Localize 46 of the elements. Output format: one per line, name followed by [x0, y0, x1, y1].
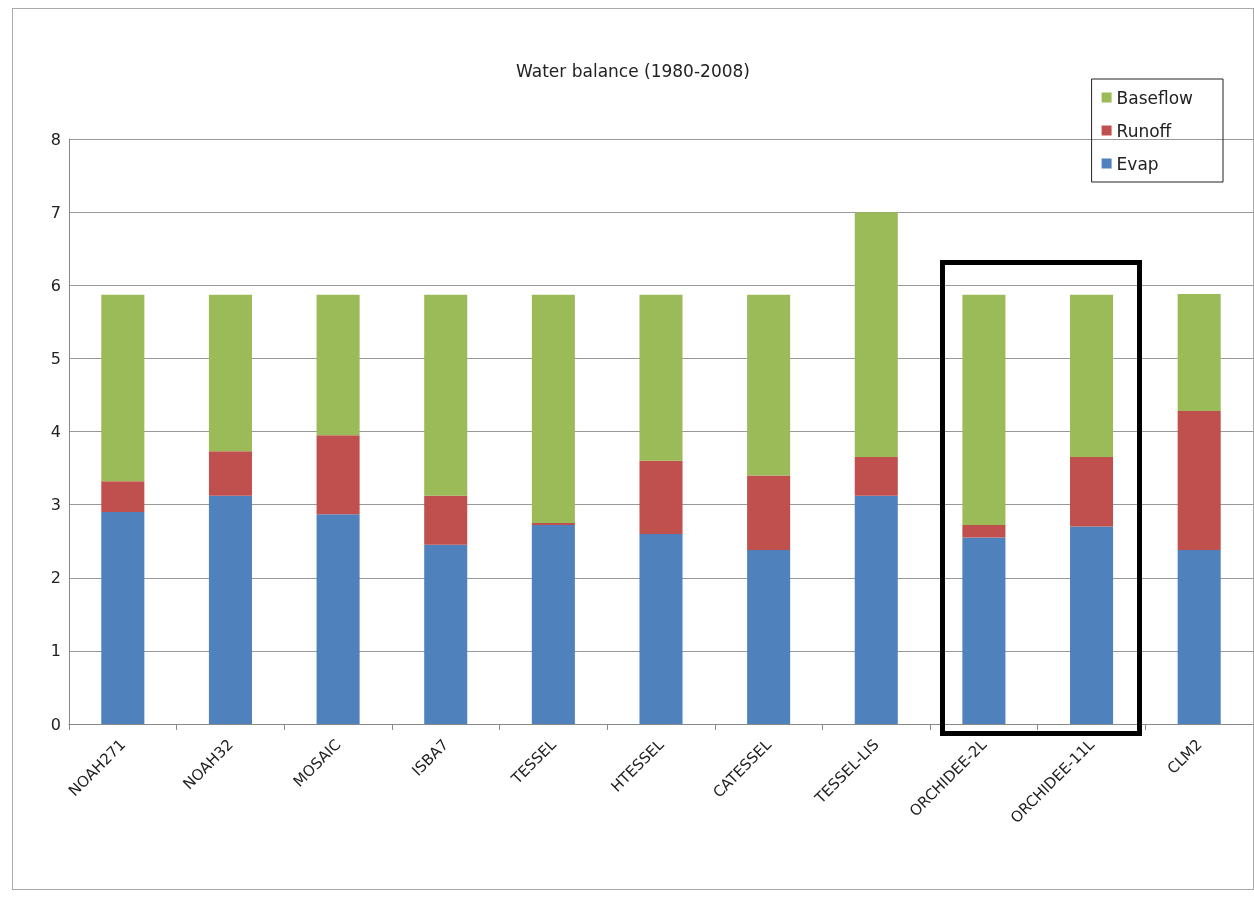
bar	[208, 495, 252, 724]
bar	[316, 435, 360, 515]
bar	[854, 457, 898, 496]
y-tick-label: 0	[50, 714, 61, 734]
y-tick-label: 2	[50, 568, 61, 588]
bar	[747, 475, 791, 550]
bar	[101, 481, 145, 512]
legend-label: Baseflow	[1116, 87, 1194, 108]
y-tick-label: 4	[50, 422, 61, 441]
y-tick-label: 1	[50, 641, 61, 661]
bar	[747, 294, 791, 476]
y-tick-label: 5	[50, 348, 61, 368]
bar	[531, 522, 575, 526]
bar	[854, 495, 898, 724]
y-tick-label: 6	[50, 275, 61, 295]
bar	[639, 533, 683, 724]
bar	[208, 294, 252, 452]
bar	[1070, 294, 1114, 458]
bar	[1177, 411, 1221, 550]
legend-label: Runoff	[1116, 120, 1173, 141]
bar	[1177, 549, 1221, 724]
bar	[208, 451, 252, 496]
bar	[531, 525, 575, 724]
chart-title: Water balance (1980-2008)	[516, 60, 750, 81]
bar	[101, 511, 145, 724]
y-tick-label: 3	[50, 495, 61, 515]
bar	[316, 514, 360, 724]
bar	[639, 294, 683, 461]
bar	[747, 549, 791, 724]
bar	[962, 537, 1006, 724]
y-tick-label: 7	[50, 202, 61, 222]
bar	[962, 525, 1006, 538]
bar	[424, 294, 468, 496]
bar	[316, 294, 360, 436]
y-tick-label: 8	[50, 129, 61, 149]
bar	[639, 460, 683, 534]
bar	[424, 544, 468, 724]
legend-label: Evap	[1116, 153, 1159, 174]
bar	[101, 294, 145, 482]
bar	[1070, 526, 1114, 724]
bar	[962, 294, 1006, 526]
bar	[424, 495, 468, 545]
bar	[531, 294, 575, 523]
bar	[1177, 294, 1221, 412]
bar	[1070, 457, 1114, 527]
bar	[854, 212, 898, 458]
